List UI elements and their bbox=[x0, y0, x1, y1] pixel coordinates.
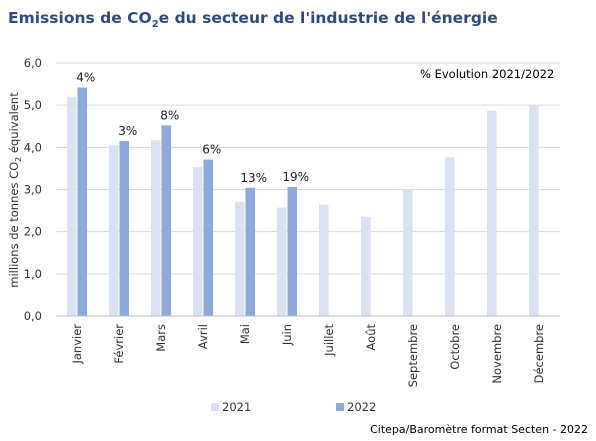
legend-swatch-2022 bbox=[336, 403, 344, 411]
x-tick-label: Octobre bbox=[448, 324, 462, 370]
bar-2021-juillet bbox=[319, 204, 329, 316]
gridlines bbox=[56, 62, 560, 317]
legend: 2021 2022 bbox=[211, 400, 376, 414]
bar-2021-octobre bbox=[445, 157, 455, 316]
x-tick-label: Septembre bbox=[406, 324, 420, 387]
x-tick-label: Février bbox=[112, 324, 126, 364]
bar-2022-avril bbox=[203, 159, 213, 316]
bar-2021-juin bbox=[277, 207, 287, 316]
bar-2022-mars bbox=[161, 125, 171, 316]
x-tick-label: Avril bbox=[196, 324, 210, 349]
y-tick-label: 2,0 bbox=[24, 225, 42, 239]
x-tick-label: Mai bbox=[238, 324, 252, 344]
x-tick-label: Novembre bbox=[490, 324, 504, 384]
bar-2021-avril bbox=[193, 167, 203, 316]
bar-2021-janvier bbox=[67, 96, 77, 316]
bar-2021-mars bbox=[151, 140, 161, 316]
y-tick-label: 0,0 bbox=[24, 309, 42, 323]
bar-2022-mai bbox=[245, 187, 255, 316]
x-tick-label: Janvier bbox=[70, 324, 84, 365]
chart-title: Emissions de CO2e du secteur de l'indust… bbox=[8, 9, 498, 31]
data-labels: 4% 3% 8% 6% 13% 19% bbox=[76, 70, 309, 184]
x-tick-label: Août bbox=[364, 324, 378, 351]
legend-label: 2022 bbox=[347, 400, 376, 414]
evolution-annotation: % Evolution 2021/2022 bbox=[420, 67, 554, 81]
y-tick-label: 6,0 bbox=[24, 56, 42, 70]
bar-2022-juin bbox=[287, 186, 297, 316]
y-tick-label: 4,0 bbox=[24, 140, 42, 154]
legend-label: 2021 bbox=[222, 400, 251, 414]
bar-2021-novembre bbox=[487, 110, 497, 316]
y-tick-label: 3,0 bbox=[24, 183, 42, 197]
change-label: 19% bbox=[282, 170, 309, 184]
change-label: 13% bbox=[240, 171, 267, 185]
change-label: 6% bbox=[202, 143, 221, 157]
y-tick-label: 1,0 bbox=[24, 267, 42, 281]
source-note: Citepa/Baromètre format Secten - 2022 bbox=[370, 423, 588, 436]
y-tick-label: 5,0 bbox=[24, 98, 42, 112]
bar-2021-mai bbox=[235, 202, 245, 316]
change-label: 3% bbox=[118, 124, 137, 138]
bar-2021-février bbox=[109, 145, 119, 316]
change-label: 8% bbox=[160, 108, 179, 122]
y-axis-label: millions de tonnes CO2 équivalent bbox=[7, 92, 23, 288]
change-label: 4% bbox=[76, 70, 95, 84]
bar-2021-août bbox=[361, 216, 371, 316]
y-axis: 0,0 1,0 2,0 3,0 4,0 5,0 6,0 bbox=[24, 56, 42, 323]
bars bbox=[67, 87, 539, 317]
bar-2022-janvier bbox=[77, 87, 87, 316]
x-tick-label: Décembre bbox=[532, 324, 546, 383]
bar-2022-février bbox=[119, 141, 129, 316]
legend-swatch-2021 bbox=[211, 403, 219, 411]
x-tick-label: Mars bbox=[154, 324, 168, 352]
x-tick-label: Juin bbox=[280, 324, 294, 346]
x-axis: Janvier Février Mars Avril Mai Juin Juillet Aoû… bbox=[56, 315, 560, 387]
bar-2021-décembre bbox=[529, 105, 539, 317]
x-tick-label: Juillet bbox=[322, 324, 336, 357]
bar-2021-septembre bbox=[403, 189, 413, 316]
